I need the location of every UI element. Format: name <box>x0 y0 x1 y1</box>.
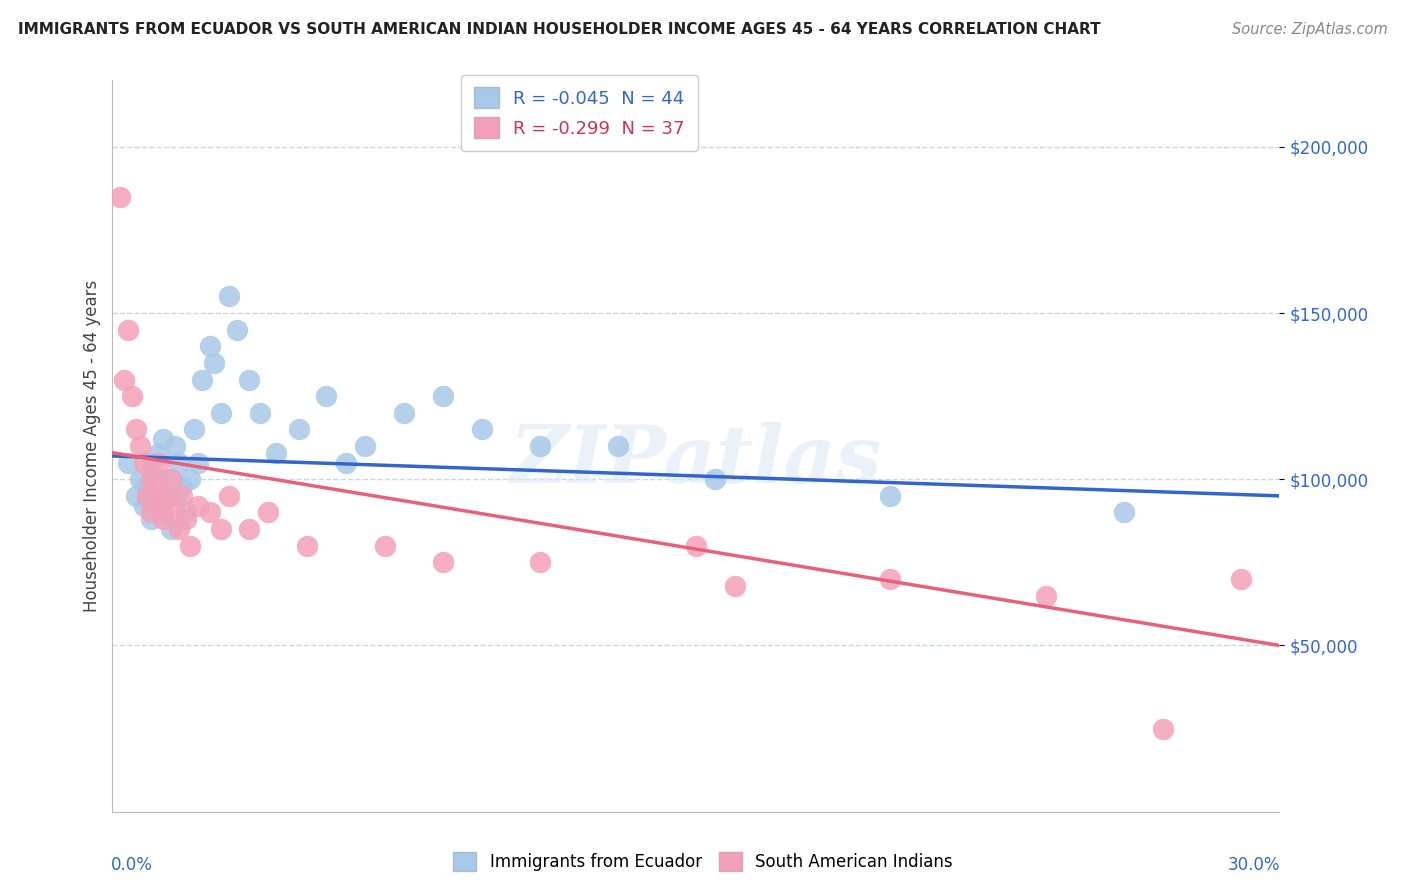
Point <box>529 439 551 453</box>
Point <box>172 489 194 503</box>
Point <box>198 339 221 353</box>
Point <box>117 456 139 470</box>
Point <box>176 512 198 526</box>
Point <box>238 372 260 386</box>
Point <box>335 456 357 470</box>
Point <box>218 489 240 503</box>
Point <box>132 456 155 470</box>
Point <box>1152 722 1174 736</box>
Point <box>202 356 225 370</box>
Point <box>315 389 337 403</box>
Text: ZIPatlas: ZIPatlas <box>510 422 882 500</box>
Point <box>176 506 198 520</box>
Point <box>183 422 205 436</box>
Point <box>148 499 170 513</box>
Point <box>257 506 280 520</box>
Point <box>685 539 707 553</box>
Point <box>163 489 186 503</box>
Point <box>179 472 201 486</box>
Point <box>191 372 214 386</box>
Point <box>163 439 186 453</box>
Point <box>288 422 311 436</box>
Point <box>128 439 150 453</box>
Point <box>125 422 148 436</box>
Point <box>152 512 174 526</box>
Point <box>136 489 159 503</box>
Point <box>704 472 727 486</box>
Point <box>432 555 454 569</box>
Point <box>198 506 221 520</box>
Point <box>209 522 232 536</box>
Point <box>112 372 135 386</box>
Text: 30.0%: 30.0% <box>1227 855 1281 873</box>
Point <box>132 499 155 513</box>
Point <box>167 522 190 536</box>
Point <box>152 506 174 520</box>
Point <box>121 389 143 403</box>
Point <box>143 489 166 503</box>
Point <box>1229 572 1251 586</box>
Point <box>249 406 271 420</box>
Text: Source: ZipAtlas.com: Source: ZipAtlas.com <box>1232 22 1388 37</box>
Point <box>125 489 148 503</box>
Point <box>136 479 159 493</box>
Y-axis label: Householder Income Ages 45 - 64 years: Householder Income Ages 45 - 64 years <box>83 280 101 612</box>
Point <box>148 456 170 470</box>
Point <box>148 445 170 459</box>
Point <box>148 472 170 486</box>
Point <box>374 539 396 553</box>
Point <box>163 506 186 520</box>
Point <box>529 555 551 569</box>
Point <box>128 472 150 486</box>
Legend: R = -0.045  N = 44, R = -0.299  N = 37: R = -0.045 N = 44, R = -0.299 N = 37 <box>461 75 697 151</box>
Point <box>141 506 163 520</box>
Point <box>879 489 901 503</box>
Point <box>1112 506 1135 520</box>
Point <box>156 489 179 503</box>
Point <box>238 522 260 536</box>
Point <box>152 433 174 447</box>
Point <box>141 472 163 486</box>
Point <box>607 439 630 453</box>
Point <box>141 456 163 470</box>
Point <box>209 406 232 420</box>
Point <box>394 406 416 420</box>
Point <box>143 479 166 493</box>
Point <box>471 422 494 436</box>
Point <box>156 489 179 503</box>
Text: IMMIGRANTS FROM ECUADOR VS SOUTH AMERICAN INDIAN HOUSEHOLDER INCOME AGES 45 - 64: IMMIGRANTS FROM ECUADOR VS SOUTH AMERICA… <box>18 22 1101 37</box>
Text: 0.0%: 0.0% <box>111 855 153 873</box>
Point <box>295 539 318 553</box>
Point <box>167 456 190 470</box>
Point <box>172 479 194 493</box>
Point <box>160 472 183 486</box>
Point <box>1035 589 1057 603</box>
Point <box>187 499 209 513</box>
Point <box>117 323 139 337</box>
Legend: Immigrants from Ecuador, South American Indians: Immigrants from Ecuador, South American … <box>444 843 962 880</box>
Point <box>160 522 183 536</box>
Point <box>879 572 901 586</box>
Point <box>160 472 183 486</box>
Point <box>264 445 287 459</box>
Point <box>141 512 163 526</box>
Point <box>354 439 377 453</box>
Point <box>110 189 132 203</box>
Point <box>187 456 209 470</box>
Point <box>226 323 249 337</box>
Point <box>218 289 240 303</box>
Point <box>179 539 201 553</box>
Point <box>432 389 454 403</box>
Point <box>724 579 747 593</box>
